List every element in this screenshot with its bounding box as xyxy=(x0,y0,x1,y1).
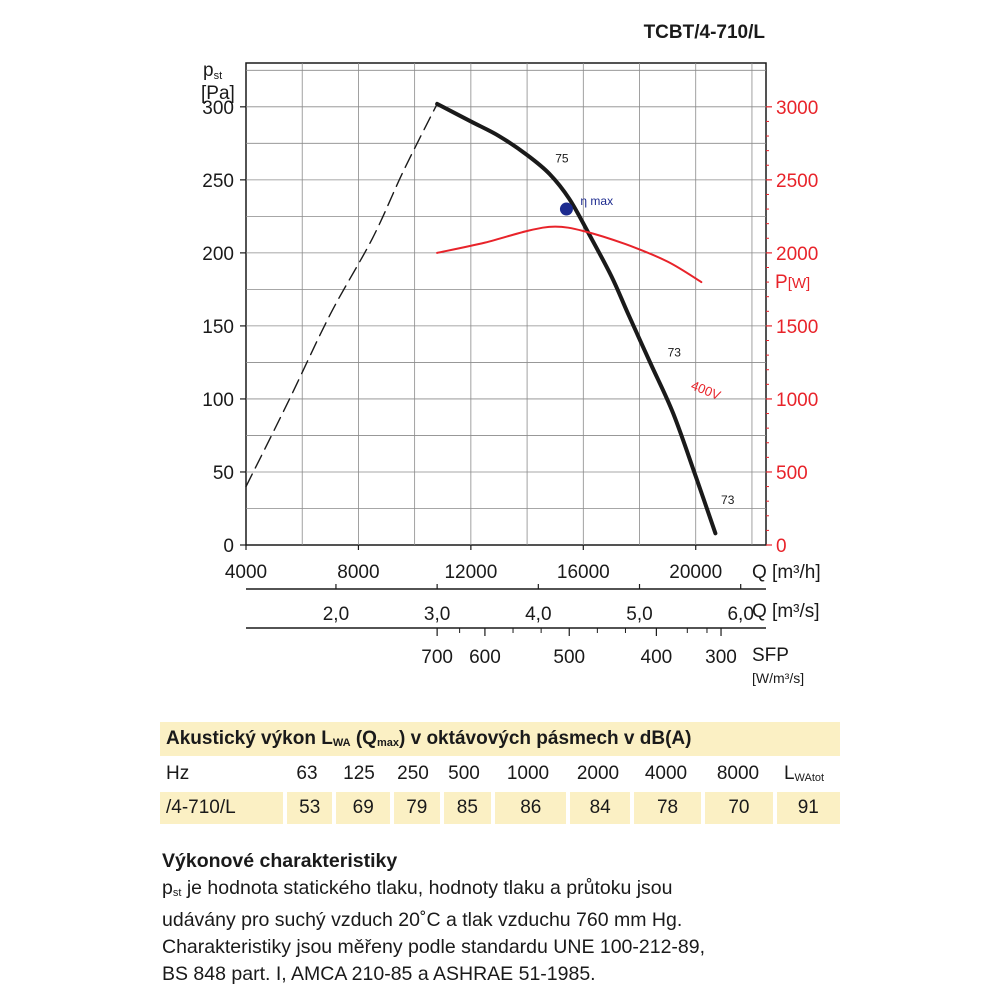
acoustic-title-mid: (Q xyxy=(350,728,377,749)
power-curve-400v xyxy=(436,225,703,284)
x-axis-sfp-unit: [W/m³/s] xyxy=(752,670,804,686)
x-axis-sfp-label: SFP xyxy=(752,645,789,666)
efficiency-annotation: 73 xyxy=(668,346,682,360)
plot-frame xyxy=(245,62,767,546)
x-m3s-tick-label: 6,0 xyxy=(727,604,753,625)
x-m3s-tick-label: 4,0 xyxy=(525,604,551,625)
band-2000: 2000 xyxy=(576,763,620,784)
band-250: 250 xyxy=(397,763,429,784)
value-125: 69 xyxy=(336,792,390,824)
y-right-tick-label: 0 xyxy=(776,536,787,557)
fan-performance-chart: TCBT/4-710/L 0 50 100 150 200 250 300 0 500 1000… xyxy=(201,22,821,686)
value-8000: 70 xyxy=(705,792,773,824)
value-500: 85 xyxy=(443,792,492,824)
y-left-tick-label: 250 xyxy=(202,171,234,192)
hz-label: Hz xyxy=(166,763,190,784)
value-63: 53 xyxy=(286,792,333,824)
row-label: /4-710/L xyxy=(160,792,283,824)
x-m3h-tick-label: 16000 xyxy=(557,562,610,583)
x-sfp-tick-label: 500 xyxy=(553,647,585,668)
acoustic-power-table: Akustický výkon LWA (Qmax) v oktávových … xyxy=(160,722,840,824)
y-right-label: P[W] xyxy=(775,272,810,293)
performance-heading: Výkonové charakteristiky xyxy=(162,850,398,872)
chart-title: TCBT/4-710/L xyxy=(644,22,766,43)
band-125: 125 xyxy=(343,763,375,784)
y-left-tick-label: 100 xyxy=(202,390,234,411)
acoustic-table-title: Akustický výkon LWA (Qmax) v oktávových … xyxy=(160,722,840,756)
value-4000: 78 xyxy=(633,792,702,824)
value-1000: 86 xyxy=(495,792,567,824)
value-2000: 84 xyxy=(570,792,630,824)
performance-line-3: Charakteristiky jsou měřeny podle standa… xyxy=(162,936,706,958)
grid-lines xyxy=(246,63,766,545)
x-axis-m3s-label: Q [m³/s] xyxy=(752,601,820,622)
x-m3s-tick-label: 5,0 xyxy=(626,604,652,625)
performance-line-1-text: je hodnota statického tlaku, hodnoty tla… xyxy=(181,877,673,899)
acoustic-title-sub2: max xyxy=(376,737,399,749)
eta-max-label: η max xyxy=(580,194,613,208)
total-label-l: L xyxy=(783,763,795,784)
x-m3h-tick-label: 8000 xyxy=(337,562,379,583)
y-right-tick-label: 1500 xyxy=(776,317,818,338)
x-sfp-tick-label: 700 xyxy=(421,647,453,668)
performance-line-2: udávány pro suchý vzduch 20˚C a tlak vzd… xyxy=(162,909,683,931)
pressure-curve xyxy=(435,101,718,536)
performance-notes: Výkonové charakteristiky pst je hodnota … xyxy=(162,848,862,988)
x-axis-ticks: 4000 8000 12000 16000 20000 2,0 3,0 4,0 5,0 6,0 70… xyxy=(225,545,754,668)
x-sfp-tick-label: 600 xyxy=(469,647,501,668)
p-sub: st xyxy=(172,887,182,899)
acoustic-title-post: ) v oktávových pásmech v dB(A) xyxy=(399,728,692,749)
y-left-tick-label: 50 xyxy=(213,463,234,484)
band-8000: 8000 xyxy=(716,763,760,784)
x-m3s-tick-label: 3,0 xyxy=(424,604,450,625)
value-250: 79 xyxy=(393,792,440,824)
band-500: 500 xyxy=(448,763,480,784)
performance-line-4: BS 848 part. I, AMCA 210-85 a ASHRAE 51-… xyxy=(162,963,596,985)
x-axis-m3h-label: Q [m³/h] xyxy=(752,562,821,583)
y-left-label: pst xyxy=(203,60,222,82)
x-sfp-tick-label: 400 xyxy=(641,647,673,668)
acoustic-title-sub1: WA xyxy=(332,737,351,749)
efficiency-annotation: 73 xyxy=(721,493,735,507)
y-left-unit: [Pa] xyxy=(201,83,235,104)
x-sfp-tick-label: 300 xyxy=(705,647,737,668)
pressure-curve-unstable xyxy=(245,103,438,488)
band-1000: 1000 xyxy=(506,763,550,784)
y-right-tick-label: 2000 xyxy=(776,244,818,265)
total-label: LWAtot xyxy=(774,763,834,785)
y-left-tick-label: 300 xyxy=(202,98,234,119)
left-axis-ticks: 0 50 100 150 200 250 300 xyxy=(202,98,246,557)
total-label-sub: WAtot xyxy=(794,772,825,784)
y-right-tick-label: 500 xyxy=(776,463,808,484)
eta-max-point xyxy=(559,202,573,216)
x-m3s-tick-label: 2,0 xyxy=(323,604,349,625)
y-left-tick-label: 0 xyxy=(223,536,234,557)
acoustic-hz-row: Hz 63 125 250 500 1000 2000 4000 8000 LW… xyxy=(160,758,840,790)
right-axis-ticks: 0 500 1000 1500 2000 2500 3000 xyxy=(766,98,818,557)
x-m3h-tick-label: 4000 xyxy=(225,562,267,583)
efficiency-annotation: 75 xyxy=(555,151,569,165)
y-right-tick-label: 3000 xyxy=(776,98,818,119)
y-right-tick-label: 2500 xyxy=(776,171,818,192)
y-right-tick-label: 1000 xyxy=(776,390,818,411)
y-left-tick-label: 150 xyxy=(202,317,234,338)
acoustic-title-pre: Akustický výkon L xyxy=(166,728,333,749)
value-total: 91 xyxy=(776,792,840,824)
p-symbol: p xyxy=(162,877,173,899)
band-4000: 4000 xyxy=(644,763,688,784)
x-m3h-tick-label: 12000 xyxy=(444,562,497,583)
performance-line-1: pst je hodnota statického tlaku, hodnoty… xyxy=(162,875,862,907)
x-m3h-tick-label: 20000 xyxy=(669,562,722,583)
acoustic-values-row: /4-710/L 53 69 79 85 86 84 78 70 91 xyxy=(160,792,840,824)
band-63: 63 xyxy=(296,763,318,784)
y-left-tick-label: 200 xyxy=(202,244,234,265)
